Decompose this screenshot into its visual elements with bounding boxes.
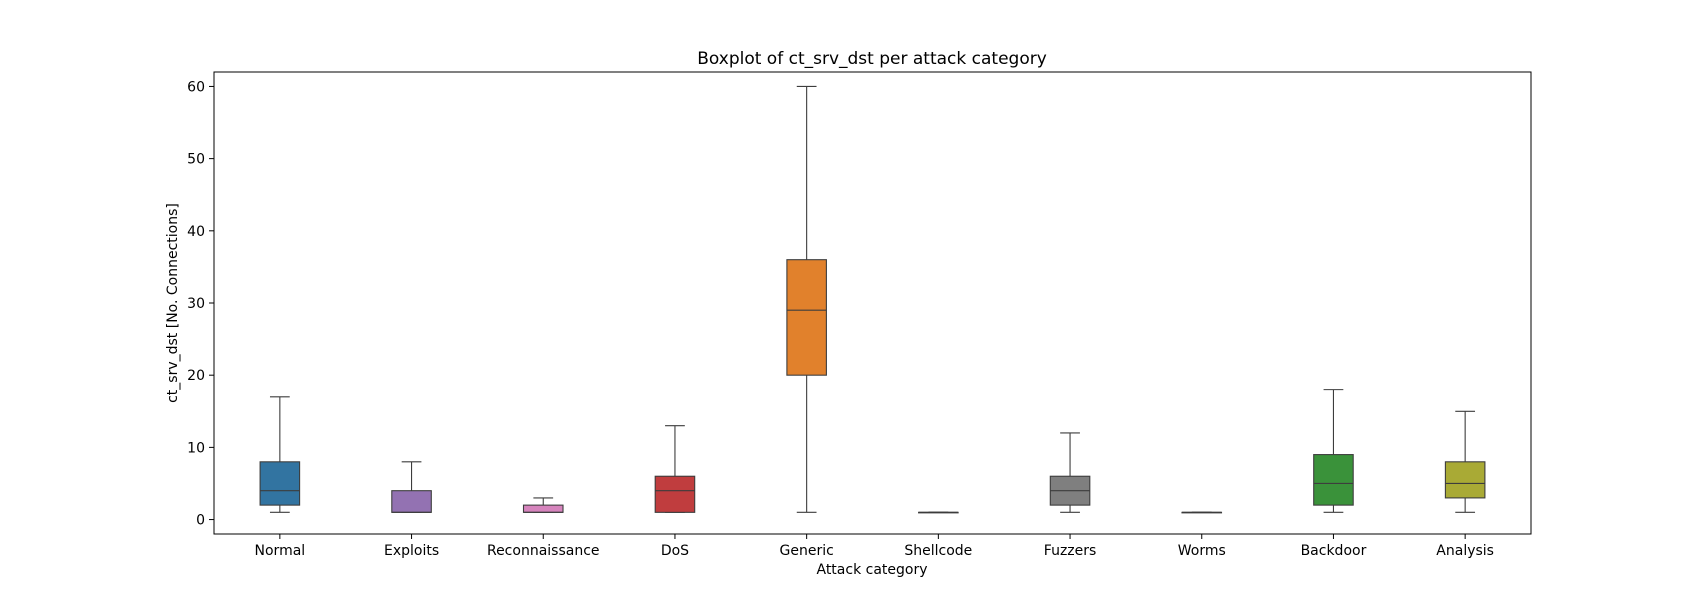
x-tick-label: Normal — [255, 543, 306, 559]
x-axis-label: Attack category — [816, 562, 927, 578]
plot-marks: 0 10 20 30 40 50 60 Normal Exploits Reconnaissanc… — [187, 79, 1494, 559]
x-tick-label: Shellcode — [904, 543, 972, 559]
y-axis-label: ct_srv_dst [No. Connections] — [165, 203, 181, 403]
y-tick-label: 30 — [187, 296, 205, 312]
box-normal — [259, 461, 301, 506]
x-tick-label: Exploits — [384, 543, 439, 559]
x-tick-label: Analysis — [1436, 543, 1494, 559]
y-tick-label: 10 — [187, 440, 205, 456]
box-backdoor — [1313, 454, 1354, 506]
box-analysis — [1444, 461, 1486, 499]
y-tick-label: 60 — [187, 79, 205, 95]
x-tick-label: Fuzzers — [1044, 543, 1097, 559]
y-tick-label: 40 — [187, 224, 205, 240]
box-dos — [654, 475, 696, 513]
box-exploits — [391, 490, 432, 513]
y-tick-label: 0 — [196, 513, 205, 529]
box-generic — [786, 259, 827, 376]
y-tick-label: 20 — [187, 368, 205, 384]
x-tick-label: Generic — [780, 543, 834, 559]
plot-frame — [213, 71, 1532, 535]
box-reconnaissance — [522, 504, 564, 513]
chart-title: Boxplot of ct_srv_dst per attack categor… — [697, 49, 1047, 69]
x-tick-label: Worms — [1178, 543, 1226, 559]
y-tick-label: 50 — [187, 152, 205, 168]
x-tick-label: Reconnaissance — [487, 543, 600, 559]
x-tick-label: DoS — [661, 543, 689, 559]
x-tick-label: Backdoor — [1301, 543, 1367, 559]
